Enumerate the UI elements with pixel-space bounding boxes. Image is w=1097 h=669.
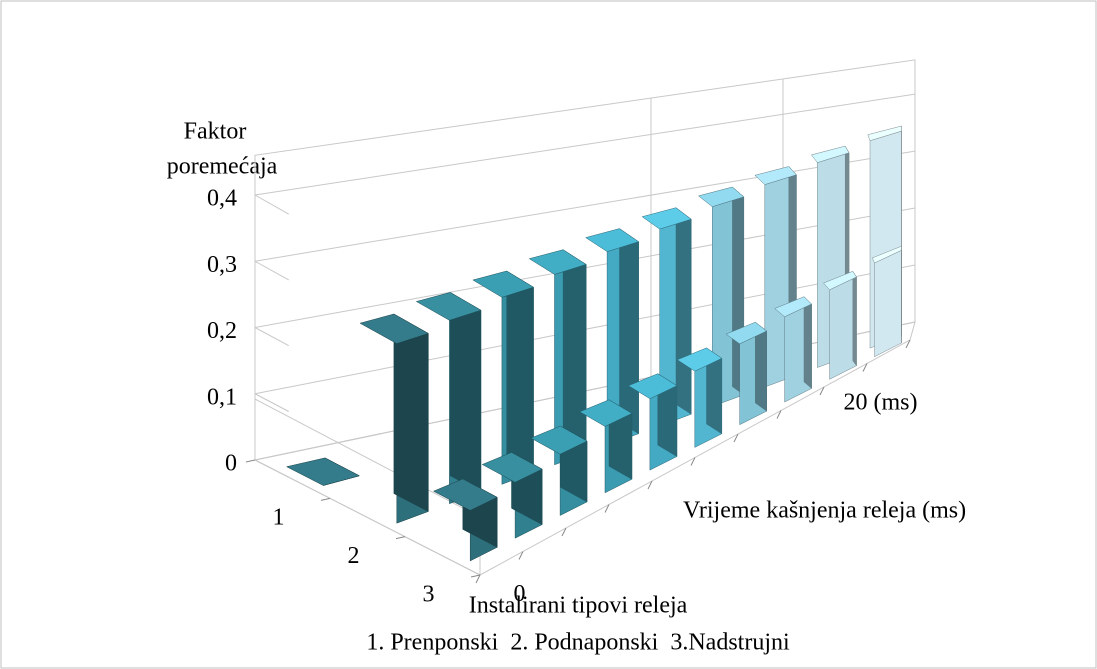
bar-top — [774, 296, 813, 318]
bar-top — [579, 399, 633, 427]
bar-top — [481, 452, 543, 483]
bar — [871, 245, 902, 358]
bar — [432, 478, 498, 562]
x-tick-label: 20 (ms) — [844, 389, 918, 415]
x-axis-title: Vrijeme kašnjenja releja (ms) — [683, 498, 966, 524]
bar-side — [852, 270, 857, 367]
bar — [359, 313, 429, 524]
bar — [415, 291, 482, 505]
bar-side — [803, 296, 812, 389]
x-tick — [561, 527, 567, 537]
x-tick — [647, 480, 653, 490]
bar-side — [675, 207, 692, 415]
bar — [823, 270, 857, 380]
bar-top — [754, 166, 797, 185]
depth-axis-title: Instalirani tipovi releja — [469, 593, 688, 619]
x-tick — [690, 457, 696, 466]
y-tick-label: 0,2 — [207, 318, 237, 344]
bar — [725, 321, 768, 426]
bar-side — [562, 249, 587, 454]
y-tick-label: 0,1 — [207, 384, 237, 410]
grid-line — [254, 327, 289, 347]
grid-line — [254, 260, 289, 281]
bar-top — [472, 270, 535, 298]
depth-tick-label: 2 — [348, 543, 360, 569]
bar-top — [359, 313, 429, 344]
bar-top — [528, 249, 587, 275]
bar-front — [874, 249, 902, 358]
grid-line — [254, 393, 289, 412]
y-tick-label: 0,3 — [207, 252, 237, 278]
y-axis-title: Faktor — [184, 119, 247, 145]
depth-tick — [245, 459, 256, 463]
bar-side — [393, 313, 429, 512]
bar — [676, 347, 723, 448]
bar — [481, 451, 543, 539]
bar — [285, 457, 361, 486]
bar-side — [619, 228, 639, 435]
bar-top — [697, 186, 745, 207]
bar-top — [432, 478, 498, 511]
bar-top — [627, 373, 678, 399]
bar-top — [530, 425, 588, 455]
grid-line — [254, 93, 916, 196]
grid-line — [254, 459, 289, 478]
bar-front — [829, 276, 857, 380]
depth-tick-label: 1 — [273, 505, 285, 531]
depth-axis-subtitle: 1. Prenponski 2. Podnaponski 3.Nadstrujn… — [366, 630, 790, 656]
bar — [530, 425, 588, 516]
x-tick — [819, 386, 825, 396]
bar-top — [810, 145, 850, 163]
bar — [627, 373, 678, 471]
depth-tick — [470, 574, 481, 578]
bar-top — [585, 228, 640, 252]
depth-tick — [395, 536, 406, 540]
x-tick — [518, 551, 524, 560]
bar — [774, 296, 813, 403]
bar — [585, 228, 640, 446]
depth-tick-label: 3 — [423, 581, 435, 607]
x-tick — [776, 410, 782, 419]
bar-side — [506, 270, 534, 474]
bar-top — [823, 270, 857, 291]
x-tick-label: 0 — [514, 581, 526, 607]
bar-top — [676, 347, 723, 372]
grid-line — [254, 150, 916, 262]
bar-top — [725, 321, 768, 345]
bar-top — [871, 245, 902, 264]
y-axis-title: poremećaja — [167, 154, 278, 180]
bar — [472, 270, 535, 485]
x-tick — [733, 433, 739, 443]
bar-top — [415, 292, 482, 321]
bar-top — [285, 457, 361, 486]
y-tick-label: 0,4 — [207, 186, 237, 212]
bar-top — [867, 125, 902, 142]
bar — [528, 249, 587, 466]
bar-top — [641, 207, 692, 230]
y-tick-label: 0 — [225, 451, 237, 477]
x-tick — [905, 339, 911, 349]
x-tick — [862, 363, 868, 372]
depth-tick — [320, 497, 331, 501]
bar-side — [450, 291, 482, 493]
x-tick — [604, 504, 610, 513]
x-tick — [475, 574, 481, 584]
grid-line — [254, 194, 289, 215]
bar — [579, 399, 633, 494]
